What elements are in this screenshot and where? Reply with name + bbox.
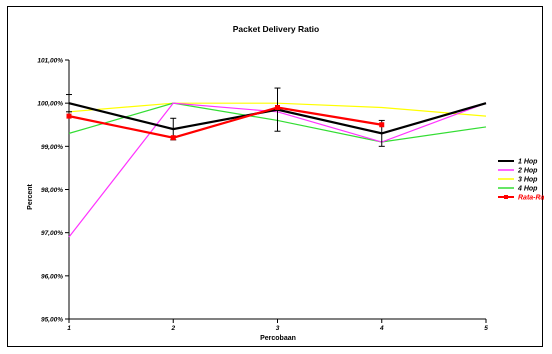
y-tick-label: 101,00% bbox=[37, 58, 63, 65]
data-point-rata-rata bbox=[170, 135, 176, 141]
legend-marker bbox=[504, 195, 508, 199]
x-tick-label: 2 bbox=[170, 325, 175, 332]
data-point-rata-rata bbox=[275, 104, 280, 110]
x-tick-label: 3 bbox=[276, 325, 280, 332]
plot-area: 95,00% 96,00% 97,00% 98,00% 99,00% 100,00% 101… bbox=[37, 58, 488, 333]
legend-label: 1 Hop bbox=[518, 159, 538, 166]
legend-label: 2 Hop bbox=[517, 168, 538, 175]
series-line-rata-rata bbox=[68, 106, 382, 139]
legend-label: 4 Hop bbox=[517, 186, 538, 193]
x-tick-label: 1 bbox=[67, 325, 71, 332]
chart-svg: Packet Delivery Ratio Percobaan Percent … bbox=[27, 24, 544, 342]
data-point-rata-rata bbox=[66, 113, 72, 119]
legend: 1 Hop 2 Hop 3 Hop 4 Hop Rata-Rata bbox=[498, 159, 544, 202]
y-tick-label: 99,00% bbox=[41, 144, 63, 151]
legend-label: 3 Hop bbox=[518, 177, 538, 184]
legend-label: Rata-Rata bbox=[518, 195, 544, 202]
data-point-rata-rata bbox=[379, 122, 385, 128]
chart-title: Packet Delivery Ratio bbox=[233, 24, 319, 34]
y-tick-label: 100,00% bbox=[37, 101, 63, 108]
y-axis-title: Percent bbox=[27, 183, 34, 209]
x-axis-title: Percobaan bbox=[260, 335, 296, 342]
x-tick-label: 5 bbox=[484, 325, 488, 332]
y-tick-label: 96,00% bbox=[41, 273, 63, 280]
y-tick-label: 98,00% bbox=[41, 187, 63, 194]
y-tick-label: 97,00% bbox=[41, 230, 63, 237]
chart-frame: Packet Delivery Ratio Percobaan Percent … bbox=[7, 6, 544, 347]
y-tick-label: 95,00% bbox=[41, 317, 63, 324]
x-tick-label: 4 bbox=[379, 325, 384, 332]
